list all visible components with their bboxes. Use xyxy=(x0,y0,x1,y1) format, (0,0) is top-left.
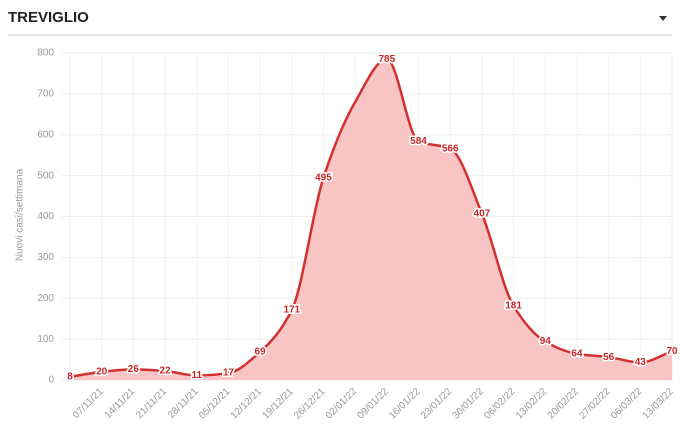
x-tick-label: 30/01/22 xyxy=(451,386,487,422)
x-tick-label: 02/01/22 xyxy=(324,386,360,422)
value-label: 17 xyxy=(223,368,235,379)
value-label: 407 xyxy=(474,208,491,219)
area xyxy=(70,59,672,380)
y-tick-label: 100 xyxy=(37,334,54,345)
value-label: 20 xyxy=(96,366,108,377)
value-label: 26 xyxy=(128,364,140,375)
value-label: 181 xyxy=(505,301,522,312)
y-tick-label: 300 xyxy=(37,252,54,263)
y-tick-label: 400 xyxy=(37,211,54,222)
x-tick-label: 13/03/22 xyxy=(641,386,677,422)
value-label: 94 xyxy=(540,336,552,347)
y-tick-label: 200 xyxy=(37,293,54,304)
value-label: 64 xyxy=(571,348,583,359)
value-label: 584 xyxy=(410,136,427,147)
value-label: 43 xyxy=(635,357,647,368)
x-tick-label: 19/12/21 xyxy=(260,386,296,422)
y-tick-label: 600 xyxy=(37,129,54,140)
x-tick-label: 20/02/22 xyxy=(546,386,582,422)
value-label: 56 xyxy=(603,352,615,363)
x-tick-label: 07/11/21 xyxy=(71,386,106,421)
line xyxy=(69,57,673,378)
value-label: 171 xyxy=(283,305,300,316)
x-tick-label: 06/03/22 xyxy=(609,386,645,422)
y-tick-label: 500 xyxy=(37,170,54,181)
x-tick-label: 09/01/22 xyxy=(356,386,392,422)
x-tick-label: 06/02/22 xyxy=(482,386,518,422)
x-tick-label: 23/01/22 xyxy=(419,386,455,422)
x-tick-label: 05/12/21 xyxy=(197,386,233,422)
x-tick-label: 16/01/22 xyxy=(387,386,423,422)
x-tick-label: 28/11/21 xyxy=(166,386,201,421)
value-label: 566 xyxy=(442,143,459,154)
chart-title: TREVIGLIO xyxy=(8,9,89,26)
value-label: 22 xyxy=(159,366,171,377)
dropdown-arrow[interactable] xyxy=(659,16,667,21)
x-tick-label: 26/12/21 xyxy=(292,386,328,422)
x-tick-label: 27/02/22 xyxy=(577,386,613,422)
y-tick-label: 800 xyxy=(37,48,54,59)
value-label: 495 xyxy=(315,172,332,183)
x-tick-label: 14/11/21 xyxy=(103,386,138,421)
value-label: 785 xyxy=(378,54,395,65)
y-tick-label: 700 xyxy=(37,89,54,100)
x-tick-label: 21/11/21 xyxy=(134,386,169,421)
y-tick-label: 0 xyxy=(48,375,54,386)
x-tick-label: 13/02/22 xyxy=(514,386,550,422)
value-label: 8 xyxy=(67,371,73,382)
y-axis-label: Nuovi casi/settimana xyxy=(15,168,26,261)
x-tick-label: 12/12/21 xyxy=(229,386,265,422)
value-label: 70 xyxy=(666,346,678,357)
value-label: 11 xyxy=(191,370,202,381)
value-label: 69 xyxy=(255,346,267,357)
